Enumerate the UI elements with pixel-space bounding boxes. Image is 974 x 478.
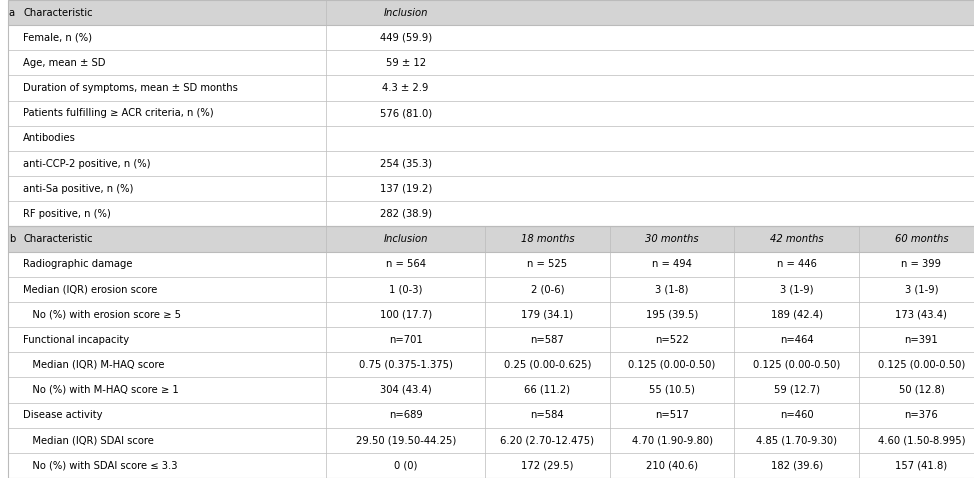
Text: 3 (1-8): 3 (1-8) <box>656 284 689 294</box>
Text: 4.60 (1.50-8.995): 4.60 (1.50-8.995) <box>878 435 965 445</box>
Bar <box>8 126 974 151</box>
Text: 182 (39.6): 182 (39.6) <box>770 460 823 470</box>
Text: n=522: n=522 <box>656 335 689 345</box>
Text: 137 (19.2): 137 (19.2) <box>380 184 431 194</box>
Text: n=391: n=391 <box>905 335 938 345</box>
Text: Female, n (%): Female, n (%) <box>23 33 93 43</box>
Text: 4.70 (1.90-9.80): 4.70 (1.90-9.80) <box>631 435 713 445</box>
Text: n = 446: n = 446 <box>777 259 816 269</box>
Text: Median (IQR) M-HAQ score: Median (IQR) M-HAQ score <box>23 360 165 370</box>
Text: Patients fulfilling ≥ ACR criteria, n (%): Patients fulfilling ≥ ACR criteria, n (%… <box>23 108 214 118</box>
Text: n=464: n=464 <box>780 335 813 345</box>
Text: Median (IQR) SDAI score: Median (IQR) SDAI score <box>23 435 154 445</box>
Text: Inclusion: Inclusion <box>384 8 428 18</box>
Text: Radiographic damage: Radiographic damage <box>23 259 132 269</box>
Text: 172 (29.5): 172 (29.5) <box>521 460 574 470</box>
Text: RF positive, n (%): RF positive, n (%) <box>23 209 111 219</box>
Text: 0.25 (0.00-0.625): 0.25 (0.00-0.625) <box>504 360 591 370</box>
Text: 576 (81.0): 576 (81.0) <box>380 108 431 118</box>
Text: Duration of symptoms, mean ± SD months: Duration of symptoms, mean ± SD months <box>23 83 239 93</box>
Text: anti-CCP-2 positive, n (%): anti-CCP-2 positive, n (%) <box>23 159 151 169</box>
Text: No (%) with SDAI score ≤ 3.3: No (%) with SDAI score ≤ 3.3 <box>23 460 178 470</box>
Text: 59 (12.7): 59 (12.7) <box>773 385 820 395</box>
Text: n=689: n=689 <box>389 410 423 420</box>
Text: No (%) with M-HAQ score ≥ 1: No (%) with M-HAQ score ≥ 1 <box>23 385 179 395</box>
Bar <box>8 352 974 377</box>
Text: 0.125 (0.00-0.50): 0.125 (0.00-0.50) <box>628 360 716 370</box>
Text: 4.85 (1.70-9.30): 4.85 (1.70-9.30) <box>756 435 838 445</box>
Text: 1 (0-3): 1 (0-3) <box>389 284 423 294</box>
Bar <box>8 251 974 277</box>
Text: 254 (35.3): 254 (35.3) <box>380 159 431 169</box>
Text: Median (IQR) erosion score: Median (IQR) erosion score <box>23 284 158 294</box>
Text: n = 399: n = 399 <box>901 259 942 269</box>
Text: 173 (43.4): 173 (43.4) <box>895 309 948 319</box>
Text: n=587: n=587 <box>531 335 564 345</box>
Bar <box>8 227 974 251</box>
Bar <box>8 76 974 101</box>
Bar <box>8 151 974 176</box>
Text: n = 564: n = 564 <box>386 259 426 269</box>
Bar <box>8 402 974 428</box>
Bar <box>8 377 974 402</box>
Text: n = 494: n = 494 <box>653 259 692 269</box>
Text: n=460: n=460 <box>780 410 813 420</box>
Text: 449 (59.9): 449 (59.9) <box>380 33 431 43</box>
Bar <box>8 327 974 352</box>
Text: Age, mean ± SD: Age, mean ± SD <box>23 58 106 68</box>
Text: 30 months: 30 months <box>645 234 699 244</box>
Text: 3 (1-9): 3 (1-9) <box>780 284 813 294</box>
Text: 195 (39.5): 195 (39.5) <box>646 309 698 319</box>
Text: 66 (11.2): 66 (11.2) <box>524 385 571 395</box>
Text: n=701: n=701 <box>389 335 423 345</box>
Text: n = 525: n = 525 <box>527 259 568 269</box>
Text: 6.20 (2.70-12.475): 6.20 (2.70-12.475) <box>501 435 594 445</box>
Text: 42 months: 42 months <box>769 234 824 244</box>
Text: Functional incapacity: Functional incapacity <box>23 335 130 345</box>
Bar <box>8 25 974 50</box>
Text: 0.125 (0.00-0.50): 0.125 (0.00-0.50) <box>753 360 841 370</box>
Text: 157 (41.8): 157 (41.8) <box>895 460 948 470</box>
Text: 29.50 (19.50-44.25): 29.50 (19.50-44.25) <box>356 435 456 445</box>
Bar <box>8 453 974 478</box>
Bar <box>8 277 974 302</box>
Text: No (%) with erosion score ≥ 5: No (%) with erosion score ≥ 5 <box>23 309 181 319</box>
Bar <box>8 201 974 227</box>
Bar <box>8 302 974 327</box>
Text: 60 months: 60 months <box>894 234 949 244</box>
Text: 18 months: 18 months <box>520 234 575 244</box>
Text: 189 (42.4): 189 (42.4) <box>770 309 823 319</box>
Text: n=376: n=376 <box>905 410 938 420</box>
Text: 210 (40.6): 210 (40.6) <box>646 460 698 470</box>
Text: 4.3 ± 2.9: 4.3 ± 2.9 <box>383 83 429 93</box>
Text: Inclusion: Inclusion <box>384 234 428 244</box>
Text: b: b <box>9 234 15 244</box>
Text: anti-Sa positive, n (%): anti-Sa positive, n (%) <box>23 184 133 194</box>
Bar <box>8 0 974 25</box>
Text: 0 (0): 0 (0) <box>394 460 417 470</box>
Bar <box>8 176 974 201</box>
Text: 304 (43.4): 304 (43.4) <box>380 385 431 395</box>
Text: n=517: n=517 <box>656 410 689 420</box>
Bar <box>8 101 974 126</box>
Text: Characteristic: Characteristic <box>23 234 93 244</box>
Text: 0.125 (0.00-0.50): 0.125 (0.00-0.50) <box>878 360 965 370</box>
Text: a: a <box>9 8 15 18</box>
Bar <box>8 428 974 453</box>
Text: 55 (10.5): 55 (10.5) <box>649 385 695 395</box>
Text: 3 (1-9): 3 (1-9) <box>905 284 938 294</box>
Text: 2 (0-6): 2 (0-6) <box>531 284 564 294</box>
Text: 282 (38.9): 282 (38.9) <box>380 209 431 219</box>
Text: 179 (34.1): 179 (34.1) <box>521 309 574 319</box>
Text: 100 (17.7): 100 (17.7) <box>380 309 431 319</box>
Text: n=584: n=584 <box>531 410 564 420</box>
Bar <box>8 50 974 76</box>
Text: Disease activity: Disease activity <box>23 410 103 420</box>
Text: Characteristic: Characteristic <box>23 8 93 18</box>
Text: 0.75 (0.375-1.375): 0.75 (0.375-1.375) <box>358 360 453 370</box>
Text: Antibodies: Antibodies <box>23 133 76 143</box>
Text: 59 ± 12: 59 ± 12 <box>386 58 426 68</box>
Text: 50 (12.8): 50 (12.8) <box>899 385 944 395</box>
